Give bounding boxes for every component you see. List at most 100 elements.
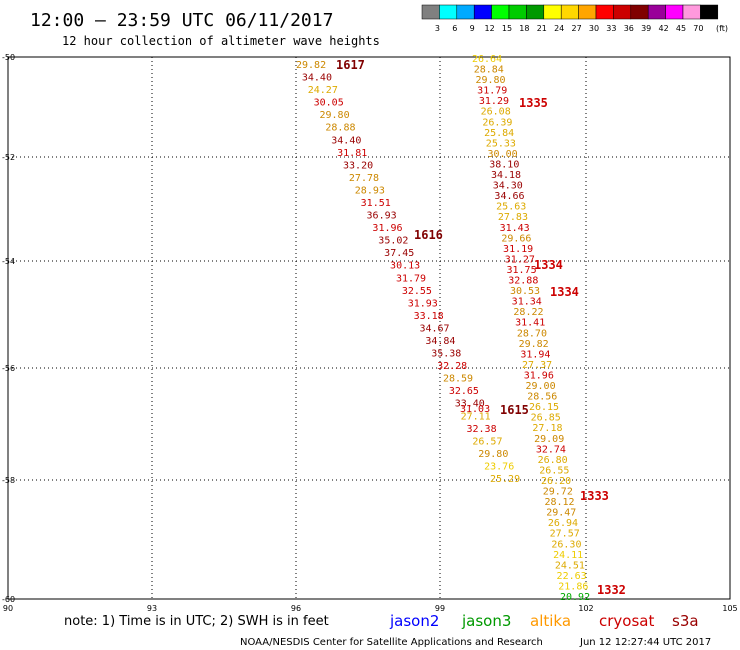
legend-label: 30 bbox=[589, 24, 599, 33]
wave-height-value: 32.28 bbox=[437, 361, 467, 372]
wave-height-value: 23.76 bbox=[484, 461, 514, 472]
pass-number: 1616 bbox=[414, 228, 443, 242]
pass-labels: 1617 1335 1616 1334 1334 1615 1333 1332 bbox=[336, 58, 626, 597]
wave-height-value: 31.29 bbox=[479, 96, 509, 107]
wave-height-value: 32.88 bbox=[508, 276, 538, 287]
wave-height-value: 33.18 bbox=[414, 311, 444, 322]
wave-height-value: 30.05 bbox=[314, 98, 344, 109]
wave-height-value: 35.38 bbox=[431, 349, 461, 360]
wave-height-value: 34.66 bbox=[494, 191, 524, 202]
wave-height-value: 38.10 bbox=[489, 159, 519, 170]
map-title: 12:00 — 23:59 UTC 06/11/2017 bbox=[30, 10, 333, 31]
wave-height-value: 34.40 bbox=[331, 135, 361, 146]
legend-label: 3 bbox=[435, 24, 440, 33]
legend-swatch bbox=[630, 4, 649, 20]
legend-label: 70 bbox=[693, 24, 703, 33]
legend-swatch bbox=[508, 4, 527, 20]
wave-height-value: 29.09 bbox=[534, 434, 564, 445]
satellite-jason3-label: jason3 bbox=[461, 612, 511, 630]
legend-label: 24 bbox=[554, 24, 564, 33]
lat-label: -52 bbox=[2, 153, 15, 162]
wave-height-value: 29.80 bbox=[320, 110, 350, 121]
legend-label: 39 bbox=[641, 24, 651, 33]
wave-height-value: 32.65 bbox=[449, 386, 479, 397]
wave-height-value: 28.88 bbox=[325, 123, 355, 134]
wave-height-value: 28.59 bbox=[443, 374, 473, 385]
satellite-legend: jason2 jason3 altika cryosat s3a bbox=[389, 612, 699, 630]
satellite-s3a-label: s3a bbox=[672, 612, 699, 630]
wave-height-value: 31.96 bbox=[524, 370, 554, 381]
wave-height-value: 25.29 bbox=[490, 474, 520, 485]
lat-label: -50 bbox=[2, 53, 15, 62]
wave-height-value: 34.30 bbox=[493, 181, 523, 192]
wave-height-value: 26.94 bbox=[548, 518, 578, 529]
pass-number: 1617 bbox=[336, 58, 365, 72]
wave-height-value: 27.37 bbox=[522, 360, 552, 371]
satellite-altika-label: altika bbox=[530, 612, 571, 630]
legend-label: 15 bbox=[502, 24, 512, 33]
wave-height-value: 33.40 bbox=[455, 399, 485, 410]
wave-height-value: 31.96 bbox=[372, 223, 402, 234]
wave-height-value: 29.82 bbox=[296, 60, 326, 71]
wave-height-value: 31.79 bbox=[477, 86, 507, 97]
legend-swatch bbox=[700, 4, 719, 20]
wave-height-value: 29.82 bbox=[519, 339, 549, 350]
wave-height-value: 31.19 bbox=[503, 244, 533, 255]
wave-height-value: 37.45 bbox=[384, 248, 414, 259]
wave-height-value: 34.84 bbox=[425, 336, 455, 347]
legend-swatch bbox=[665, 4, 684, 20]
lat-label: -54 bbox=[2, 257, 15, 266]
wave-height-value: 25.84 bbox=[484, 128, 514, 139]
legend-swatch bbox=[473, 4, 492, 20]
legend-swatch bbox=[560, 4, 579, 20]
lat-lon-grid bbox=[7, 56, 731, 600]
wave-height-value: 31.41 bbox=[515, 318, 545, 329]
wave-height-value: 31.79 bbox=[396, 273, 426, 284]
wave-height-value: 33.20 bbox=[343, 160, 373, 171]
wave-height-value: 36.93 bbox=[367, 211, 397, 222]
wave-height-value: 31.81 bbox=[337, 148, 367, 159]
wave-height-value: 29.80 bbox=[475, 75, 505, 86]
pass-number: 1334 bbox=[534, 258, 563, 272]
wave-height-value: 32.74 bbox=[536, 444, 566, 455]
lat-label: -58 bbox=[2, 476, 15, 485]
lon-label: 102 bbox=[578, 604, 593, 613]
footer-timestamp: Jun 12 12:27:44 UTC 2017 bbox=[579, 637, 711, 648]
wave-height-value: 32.38 bbox=[466, 424, 496, 435]
lon-label: 99 bbox=[435, 604, 445, 613]
wave-height-value: 28.22 bbox=[513, 307, 543, 318]
wave-height-value: 25.33 bbox=[486, 138, 516, 149]
lon-label: 105 bbox=[722, 604, 737, 613]
wave-height-value: 28.56 bbox=[527, 392, 557, 403]
legend-label: 27 bbox=[572, 24, 582, 33]
legend-swatch bbox=[595, 4, 614, 20]
legend-swatch bbox=[613, 4, 632, 20]
legend-swatch bbox=[421, 4, 440, 20]
satellite-jason2-label: jason2 bbox=[389, 612, 439, 630]
legend-label: 33 bbox=[606, 24, 616, 33]
wave-height-value: 26.64 bbox=[472, 54, 502, 65]
legend-label: 6 bbox=[452, 24, 457, 33]
wave-height-value: 31.27 bbox=[505, 254, 535, 265]
wave-height-value: 29.00 bbox=[525, 381, 555, 392]
legend-label: 12 bbox=[485, 24, 495, 33]
note-text: note: 1) Time is in UTC; 2) SWH is in fe… bbox=[64, 614, 329, 629]
lon-label: 96 bbox=[291, 604, 301, 613]
wave-height-value: 29.66 bbox=[501, 233, 531, 244]
wave-height-value: 31.51 bbox=[361, 198, 391, 209]
wave-height-value: 28.84 bbox=[474, 65, 504, 76]
wave-height-value: 27.11 bbox=[461, 411, 491, 422]
legend-label: 21 bbox=[537, 24, 547, 33]
wave-height-value: 26.80 bbox=[538, 455, 568, 466]
wave-height-value: 32.55 bbox=[402, 286, 432, 297]
wave-height-value: 27.18 bbox=[532, 423, 562, 434]
legend-swatch bbox=[526, 4, 545, 20]
wave-height-value: 26.20 bbox=[541, 476, 571, 487]
wave-height-value: 26.15 bbox=[529, 402, 559, 413]
wave-height-value: 34.18 bbox=[491, 170, 521, 181]
legend-label: 9 bbox=[470, 24, 475, 33]
lat-label: -60 bbox=[2, 595, 15, 604]
legend-label: 36 bbox=[624, 24, 634, 33]
footer-credit: NOAA/NESDIS Center for Satellite Applica… bbox=[240, 637, 543, 648]
